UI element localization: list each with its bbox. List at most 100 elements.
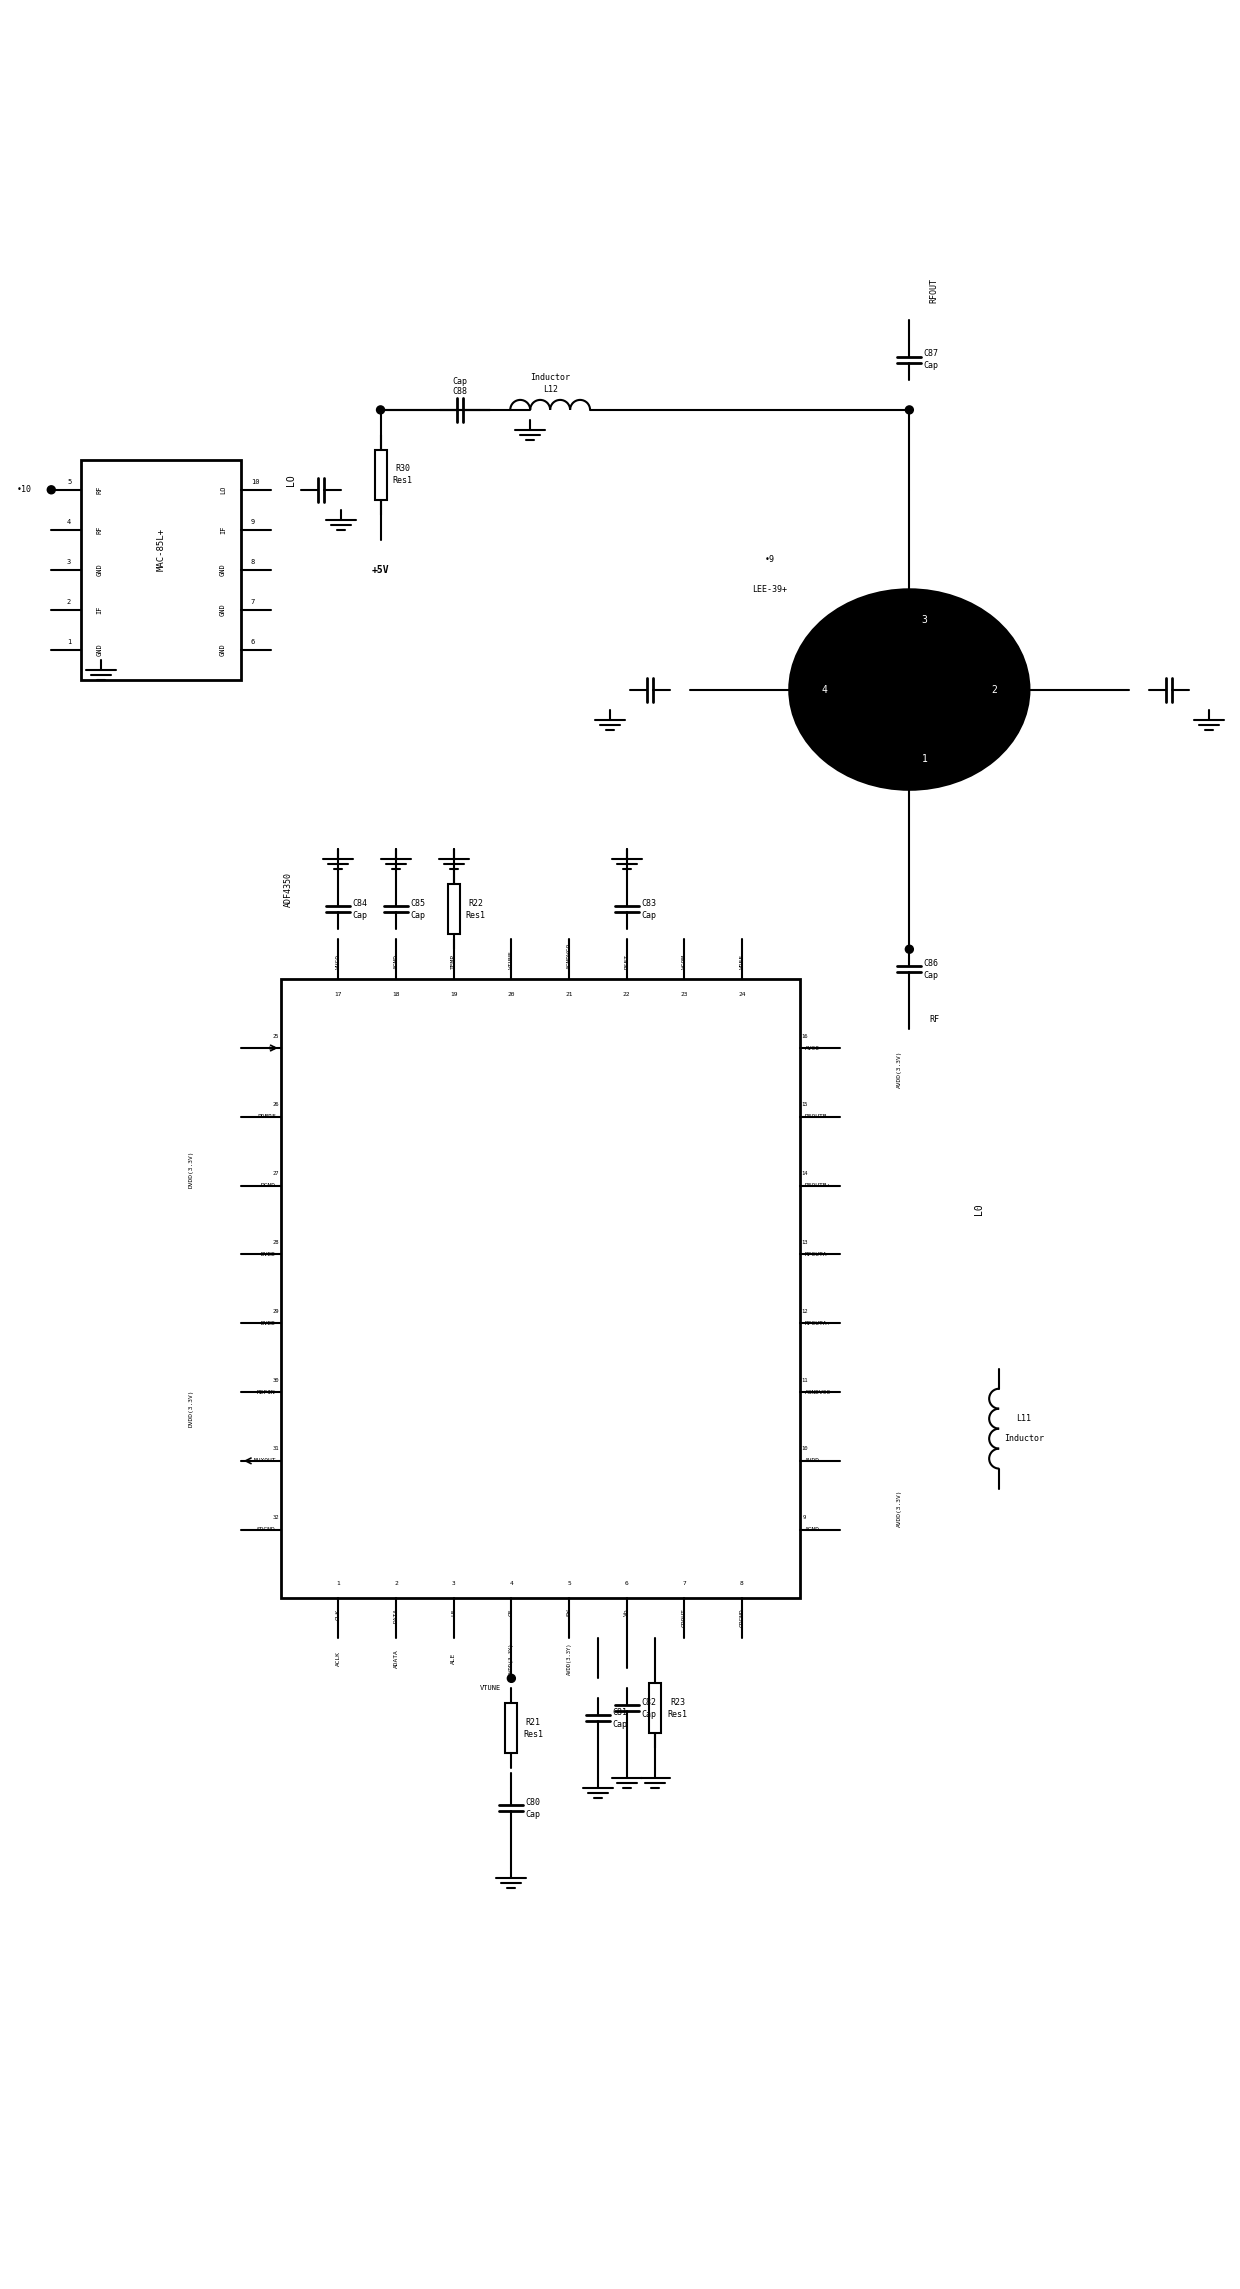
Text: IF: IF: [219, 526, 226, 533]
Text: +5V: +5V: [372, 565, 389, 575]
Text: C88: C88: [453, 387, 467, 396]
Text: 29: 29: [273, 1309, 279, 1314]
Text: 10: 10: [801, 1447, 807, 1451]
Text: 17: 17: [335, 991, 342, 996]
Text: 1: 1: [921, 755, 928, 765]
Text: 9: 9: [250, 520, 255, 524]
Text: 4: 4: [822, 684, 827, 694]
Text: 22: 22: [622, 991, 630, 996]
Text: LD: LD: [268, 1046, 275, 1051]
Text: C83: C83: [641, 900, 656, 909]
Text: AGND: AGND: [393, 955, 398, 968]
Text: 23: 23: [681, 991, 688, 996]
Text: 28: 28: [273, 1241, 279, 1245]
Text: C80: C80: [526, 1797, 541, 1806]
Text: 30: 30: [273, 1378, 279, 1383]
Text: 3: 3: [67, 559, 71, 565]
Text: 2: 2: [67, 600, 71, 604]
Text: CLK: CLK: [336, 1609, 341, 1621]
Text: 24: 24: [738, 991, 745, 996]
Text: RF: RF: [929, 1014, 940, 1023]
Text: DGND: DGND: [260, 1183, 275, 1188]
Text: Inductor: Inductor: [531, 373, 570, 382]
Text: REFIN: REFIN: [257, 1389, 275, 1394]
Text: VCOM: VCOM: [682, 955, 687, 968]
Text: LO: LO: [219, 485, 226, 494]
Text: 13: 13: [801, 1241, 807, 1245]
Text: DVDD(3.3V): DVDD(3.3V): [188, 1389, 193, 1428]
Text: ADATA: ADATA: [393, 1648, 398, 1669]
Text: RFOUTB+: RFOUTB+: [805, 1183, 831, 1188]
Text: R21: R21: [526, 1717, 541, 1726]
Text: VTUNE: VTUNE: [480, 1685, 501, 1692]
Text: 6: 6: [625, 1582, 629, 1586]
Text: VVCO: VVCO: [336, 955, 341, 968]
Text: RFOUT: RFOUT: [929, 277, 939, 302]
Text: C84: C84: [353, 900, 368, 909]
Text: RSET: RSET: [624, 955, 629, 968]
Text: 10: 10: [250, 478, 259, 485]
Text: RFOUTA-: RFOUTA-: [805, 1252, 831, 1257]
Text: GND: GND: [219, 563, 226, 577]
Circle shape: [47, 485, 56, 494]
Text: VTUNE: VTUNE: [508, 950, 513, 968]
Ellipse shape: [790, 591, 1029, 790]
Text: 21: 21: [565, 991, 573, 996]
Text: 5: 5: [567, 1582, 570, 1586]
Text: 7: 7: [682, 1582, 686, 1586]
Text: 5: 5: [67, 478, 71, 485]
Text: Res1: Res1: [523, 1730, 543, 1740]
Text: •9: •9: [765, 556, 775, 563]
Text: R30: R30: [396, 465, 410, 474]
Text: SDGND: SDGND: [257, 1527, 275, 1531]
Text: 15: 15: [801, 1103, 807, 1108]
Text: GND: GND: [97, 563, 102, 577]
Text: Cap: Cap: [641, 1710, 656, 1719]
Text: 3: 3: [921, 616, 928, 625]
Text: 4: 4: [67, 520, 71, 524]
Bar: [280, 980, 800, 1598]
Text: ALE: ALE: [451, 1653, 456, 1664]
Text: Inductor: Inductor: [1004, 1435, 1044, 1442]
Text: CPOUT: CPOUT: [682, 1609, 687, 1627]
Text: C85: C85: [410, 900, 425, 909]
Bar: [650, 1682, 661, 1733]
Text: AGNDVCO: AGNDVCO: [567, 943, 572, 968]
Text: C87: C87: [924, 350, 939, 359]
Text: RF: RF: [97, 526, 102, 533]
Text: TEMP: TEMP: [451, 955, 456, 968]
Text: AGND: AGND: [805, 1527, 820, 1531]
Text: 11: 11: [801, 1378, 807, 1383]
Text: R22: R22: [469, 900, 484, 909]
Text: DVDD: DVDD: [260, 1321, 275, 1325]
Text: R23: R23: [670, 1698, 684, 1708]
Circle shape: [377, 405, 384, 414]
Text: RF: RF: [97, 485, 102, 494]
Text: 4: 4: [510, 1582, 513, 1586]
Text: Cap: Cap: [924, 362, 939, 371]
Text: 3: 3: [451, 1582, 455, 1586]
Text: Res1: Res1: [393, 476, 413, 485]
Text: ADF4350: ADF4350: [284, 872, 293, 906]
Text: 2: 2: [394, 1582, 398, 1586]
Text: 8: 8: [250, 559, 255, 565]
Text: CE: CE: [508, 1609, 513, 1616]
Text: MAC-85L+: MAC-85L+: [156, 529, 165, 572]
Text: AVDD(3.3V): AVDD(3.3V): [897, 1051, 901, 1087]
Text: GND: GND: [219, 604, 226, 616]
Text: CPGND: CPGND: [739, 1609, 744, 1627]
Text: Cap: Cap: [526, 1811, 541, 1820]
Text: DVDD: DVDD: [260, 1252, 275, 1257]
Text: DVDD(3.3V): DVDD(3.3V): [188, 1149, 193, 1188]
Text: 31: 31: [273, 1447, 279, 1451]
Text: •10: •10: [16, 485, 31, 494]
Text: Cap: Cap: [410, 911, 425, 920]
Text: Cap: Cap: [924, 971, 939, 980]
Text: Res1: Res1: [466, 911, 486, 920]
Text: AVDD(3.3Y): AVDD(3.3Y): [567, 1641, 572, 1676]
Text: 32: 32: [273, 1515, 279, 1520]
Text: 6: 6: [250, 639, 255, 645]
Text: 8: 8: [740, 1582, 744, 1586]
Text: 14: 14: [801, 1172, 807, 1177]
Text: Cap: Cap: [613, 1719, 627, 1728]
